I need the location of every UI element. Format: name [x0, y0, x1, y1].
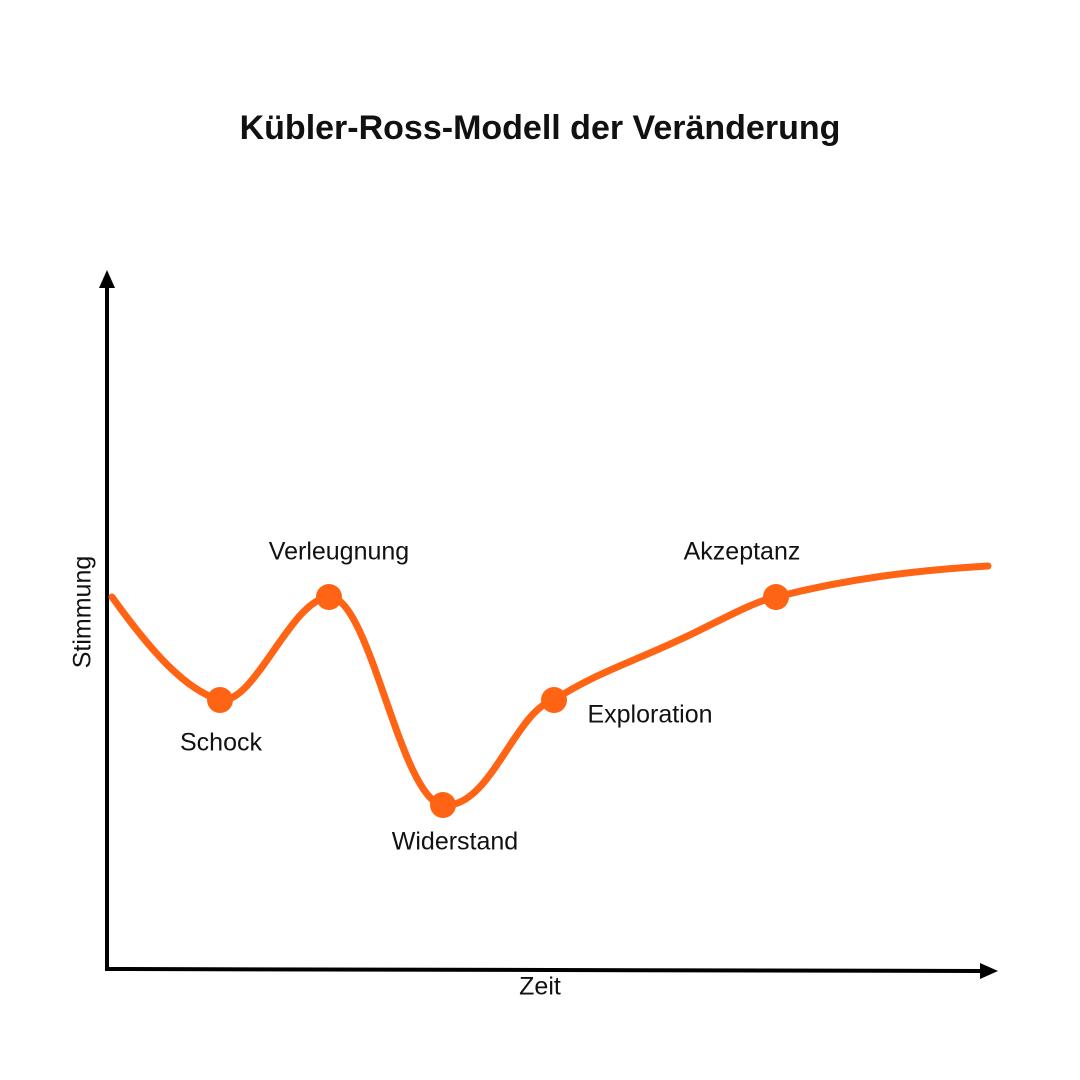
x-arrow: [980, 963, 998, 979]
stage-dot: [430, 792, 456, 818]
title: Kübler-Ross-Modell der Veränderung: [240, 109, 841, 147]
stage-label: Exploration: [587, 701, 712, 729]
y-axis-label: Stimmung: [69, 556, 97, 669]
stage-dot: [207, 687, 233, 713]
stage-dots: [207, 584, 789, 818]
x-axis-label: Zeit: [519, 973, 561, 1001]
stage-dot: [763, 584, 789, 610]
stage-label: Verleugnung: [269, 538, 409, 566]
stage-label: Schock: [180, 729, 262, 757]
y-arrow: [99, 270, 115, 288]
stage-dot: [316, 584, 342, 610]
curve: [108, 562, 992, 809]
stage-dot: [541, 687, 567, 713]
stage-label: Widerstand: [392, 828, 518, 856]
x-axis: [104, 967, 983, 973]
stage-label: Akzeptanz: [684, 538, 801, 566]
